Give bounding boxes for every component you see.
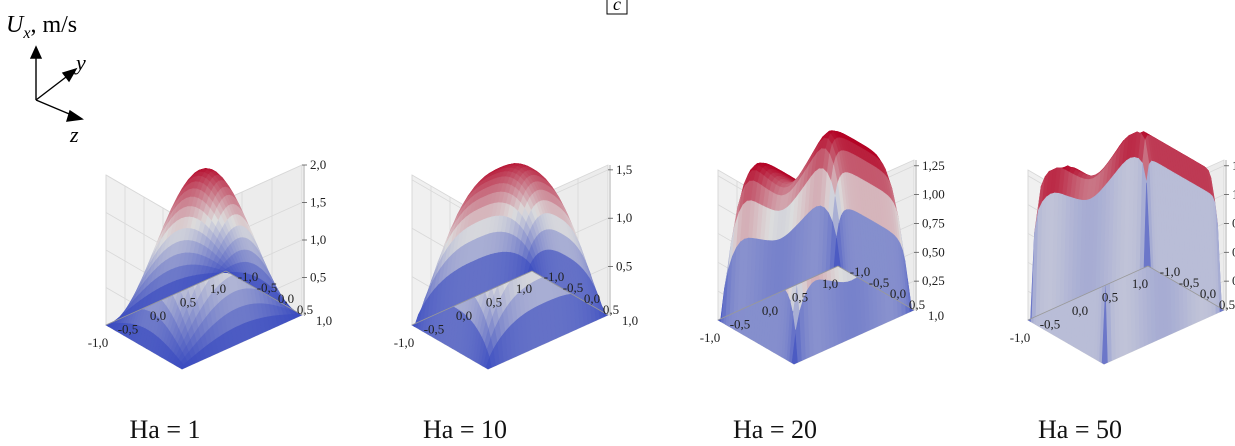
x-tick-label: -1,0: [88, 335, 109, 350]
y-tick-label: 0,0: [890, 286, 906, 301]
surface: [717, 130, 915, 365]
x-tick-label: 0,0: [456, 308, 472, 323]
surface-panel: -1,0-0,50,00,51,0-1,0-0,50,00,51,00,250,…: [700, 130, 945, 444]
y-tick-label: 0,0: [1200, 286, 1216, 301]
z-tick-label: 1,00: [922, 187, 945, 202]
z-tick-label: 0,5: [310, 270, 326, 285]
x-tick-label: 0,0: [150, 308, 166, 323]
z-tick-label: 1,25: [922, 158, 945, 173]
value-subscript: x: [22, 25, 30, 42]
value-unit: , m/s: [30, 12, 77, 38]
y-tick-label: 0,5: [909, 297, 925, 312]
surface-panel: -1,0-0,50,00,51,0-1,0-0,50,00,51,00,51,0…: [88, 157, 332, 444]
svg-text:Ux, m/s: Ux, m/s: [6, 12, 77, 42]
x-tick-label: 1,0: [516, 281, 532, 296]
surface: [411, 163, 609, 370]
y-axis-line: [1147, 265, 1225, 311]
z-tick-label: 0,50: [922, 244, 945, 259]
y-tick-label: 0,0: [278, 291, 294, 306]
panel-label: c: [606, 0, 628, 15]
surface: [105, 168, 303, 370]
z-tick-label: 1,0: [310, 232, 326, 247]
y-tick-label: 0,0: [584, 291, 600, 306]
z-tick-label: 1,5: [616, 162, 632, 177]
y-tick-label: 0,5: [603, 302, 619, 317]
panel-caption: Ha = 50: [1038, 415, 1122, 444]
y-tick-label: -1,0: [544, 269, 565, 284]
y-axis-line: [531, 270, 609, 316]
axis-y-label: y: [74, 50, 86, 75]
z-tick-label: 0,25: [922, 273, 945, 288]
x-axis-line: [717, 265, 839, 321]
z-tick-label: 1,25: [1232, 158, 1235, 173]
y-tick-label: -0,5: [563, 280, 584, 295]
x-axis-line: [411, 270, 533, 326]
x-tick-label: -1,0: [1010, 330, 1031, 345]
y-tick-label: 1,0: [622, 313, 638, 328]
surface-panel: -1,0-0,50,00,51,0-1,0-0,50,00,51,00,250,…: [1010, 131, 1235, 444]
y-tick-label: 0,5: [297, 302, 313, 317]
surface: [1027, 131, 1225, 365]
y-tick-label: 1,0: [928, 308, 944, 323]
x-axis-line: [105, 270, 227, 326]
axis-z-label: z: [69, 122, 79, 147]
panel-caption: Ha = 1: [130, 415, 201, 444]
x-tick-label: -0,5: [730, 317, 751, 332]
grid-line: [105, 174, 183, 220]
z-tick-label: 2,0: [310, 157, 326, 172]
y-tick-label: -0,5: [869, 275, 890, 290]
x-tick-label: -0,5: [424, 322, 445, 337]
x-tick-label: 1,0: [1132, 276, 1148, 291]
panel-letter: c: [613, 0, 621, 14]
z-tick-label: 0,5: [616, 259, 632, 274]
x-tick-label: 1,0: [210, 281, 226, 296]
x-tick-label: 0,5: [1102, 290, 1118, 305]
axes-legend: Ux, m/s y z: [6, 12, 86, 147]
x-tick-label: 0,5: [792, 290, 808, 305]
x-tick-label: 0,0: [762, 303, 778, 318]
axis-triad: [29, 45, 84, 122]
y-tick-label: -1,0: [850, 264, 871, 279]
z-tick-label: 0,50: [1232, 244, 1235, 259]
y-axis-line: [837, 265, 915, 311]
x-tick-label: 1,0: [822, 276, 838, 291]
z-tick-label: 1,00: [1232, 187, 1235, 202]
x-axis-line: [1027, 265, 1149, 321]
value-label: U: [6, 12, 25, 38]
z-tick-label: 0,75: [1232, 215, 1235, 230]
x-tick-label: 0,0: [1072, 303, 1088, 318]
z-tick-label: 0,25: [1232, 273, 1235, 288]
y-axis-line: [225, 270, 303, 316]
surface-panel: -1,0-0,50,00,51,0-1,0-0,50,00,51,00,51,0…: [394, 162, 638, 444]
y-tick-label: -0,5: [257, 280, 278, 295]
x-tick-label: -1,0: [700, 330, 721, 345]
z-tick-label: 1,5: [310, 195, 326, 210]
y-tick-label: -0,5: [1179, 275, 1200, 290]
y-tick-label: -1,0: [1160, 264, 1181, 279]
x-tick-label: -1,0: [394, 335, 415, 350]
x-tick-label: 0,5: [486, 295, 502, 310]
y-tick-label: 1,0: [316, 313, 332, 328]
z-tick-label: 1,0: [616, 210, 632, 225]
x-tick-label: -0,5: [118, 322, 139, 337]
z-tick-label: 0,75: [922, 215, 945, 230]
x-tick-label: -0,5: [1040, 317, 1061, 332]
y-tick-label: -1,0: [238, 269, 259, 284]
panel-caption: Ha = 10: [423, 415, 507, 444]
y-tick-label: 0,5: [1219, 297, 1235, 312]
panel-caption: Ha = 20: [733, 415, 817, 444]
x-tick-label: 0,5: [180, 295, 196, 310]
